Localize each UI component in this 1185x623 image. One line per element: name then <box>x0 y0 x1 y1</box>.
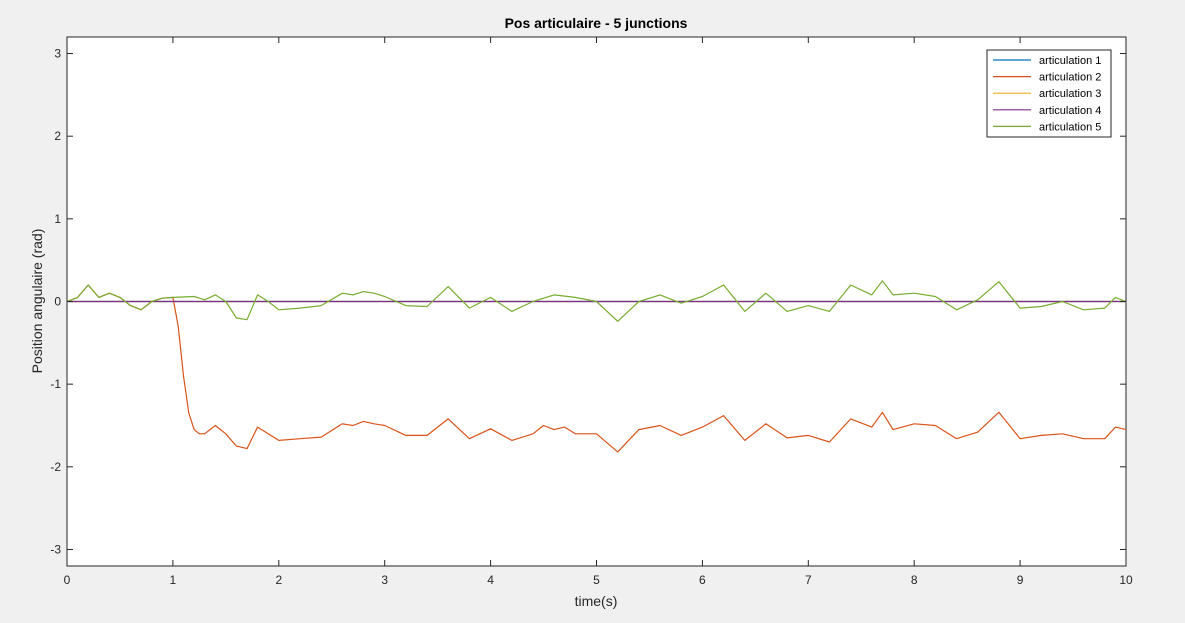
x-tick-label: 4 <box>487 573 494 587</box>
chart-title: Pos articulaire - 5 junctions <box>505 15 688 31</box>
x-tick-label: 9 <box>1017 573 1024 587</box>
y-tick-label: 2 <box>54 129 61 143</box>
y-tick-label: -3 <box>50 542 61 556</box>
x-tick-label: 7 <box>805 573 812 587</box>
legend: articulation 1 articulation 2 articulation… <box>986 49 1112 138</box>
y-tick-label: 3 <box>54 47 61 61</box>
y-tick-label: 1 <box>54 212 61 226</box>
x-tick-label: 2 <box>275 573 282 587</box>
series-line-5 <box>66 280 1127 322</box>
x-tick-label: 0 <box>64 573 71 587</box>
legend-entry-label: articulation 1 <box>1039 55 1101 67</box>
x-axis-label: time(s) <box>575 593 618 609</box>
series-line-2 <box>66 284 1127 453</box>
x-tick-label: 8 <box>911 573 918 587</box>
legend-entry-label: articulation 3 <box>1039 88 1101 100</box>
y-tick-label: 0 <box>54 295 61 309</box>
legend-entry-label: articulation 2 <box>1039 72 1101 84</box>
series-lines <box>66 280 1127 453</box>
y-tick-label: -2 <box>50 460 61 474</box>
x-tick-label: 6 <box>699 573 706 587</box>
legend-entry-label: articulation 5 <box>1039 121 1101 133</box>
legend-entry-label: articulation 4 <box>1039 105 1101 117</box>
x-tick-label: 5 <box>593 573 600 587</box>
y-tick-label: -1 <box>50 377 61 391</box>
axis-ticks: 0 1 2 3 4 5 6 7 8 9 10 -3 -2 -1 0 1 2 3 <box>50 37 1133 587</box>
x-tick-label: 3 <box>381 573 388 587</box>
x-tick-label: 1 <box>170 573 177 587</box>
x-tick-label: 10 <box>1119 573 1133 587</box>
y-axis-label: Position angulaire (rad) <box>29 229 45 374</box>
